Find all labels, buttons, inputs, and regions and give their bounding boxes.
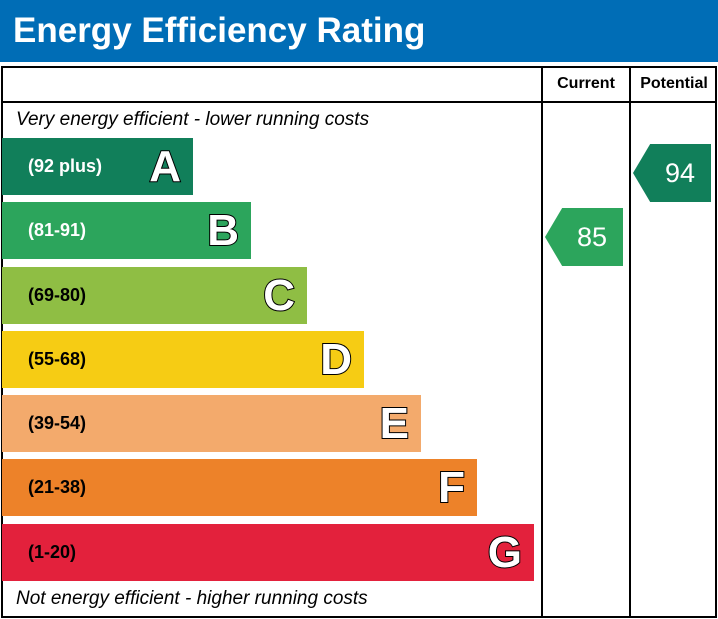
current-rating-arrow: 85	[545, 208, 623, 266]
band-bar-g: (1-20) G	[2, 524, 534, 581]
band-letter: D	[319, 334, 353, 385]
band-range: (81-91)	[28, 220, 87, 240]
chart-title: Energy Efficiency Rating	[0, 0, 718, 62]
divider	[629, 66, 631, 618]
band-range: (69-80)	[28, 285, 87, 305]
divider	[1, 101, 717, 103]
band-letter: F	[437, 462, 466, 513]
band-bar-c: (69-80) C	[2, 267, 307, 324]
band-bar-e: (39-54) E	[2, 395, 421, 452]
band-bar-a: (92 plus) A	[2, 138, 193, 195]
band-bar-f: (21-38) F	[2, 459, 477, 516]
band-range: (92 plus)	[28, 156, 103, 176]
band-range: (21-38)	[28, 477, 87, 497]
band-range: (39-54)	[28, 413, 87, 433]
potential-rating-arrow: 94	[633, 144, 711, 202]
band-bar-b: (81-91) B	[2, 202, 251, 259]
column-header-current: Current	[557, 75, 615, 92]
band-letter: G	[487, 527, 523, 578]
band-letter: B	[206, 205, 240, 256]
band-letter: A	[148, 141, 182, 192]
band-letter: E	[379, 398, 410, 449]
bottom-note: Not energy efficient - higher running co…	[16, 588, 368, 609]
band-range: (1-20)	[28, 542, 77, 562]
divider	[541, 66, 543, 618]
band-letter: C	[262, 270, 296, 321]
band-bar-d: (55-68) D	[2, 331, 364, 388]
band-range: (55-68)	[28, 349, 87, 369]
top-note: Very energy efficient - lower running co…	[16, 109, 370, 130]
column-header-potential: Potential	[640, 75, 708, 92]
